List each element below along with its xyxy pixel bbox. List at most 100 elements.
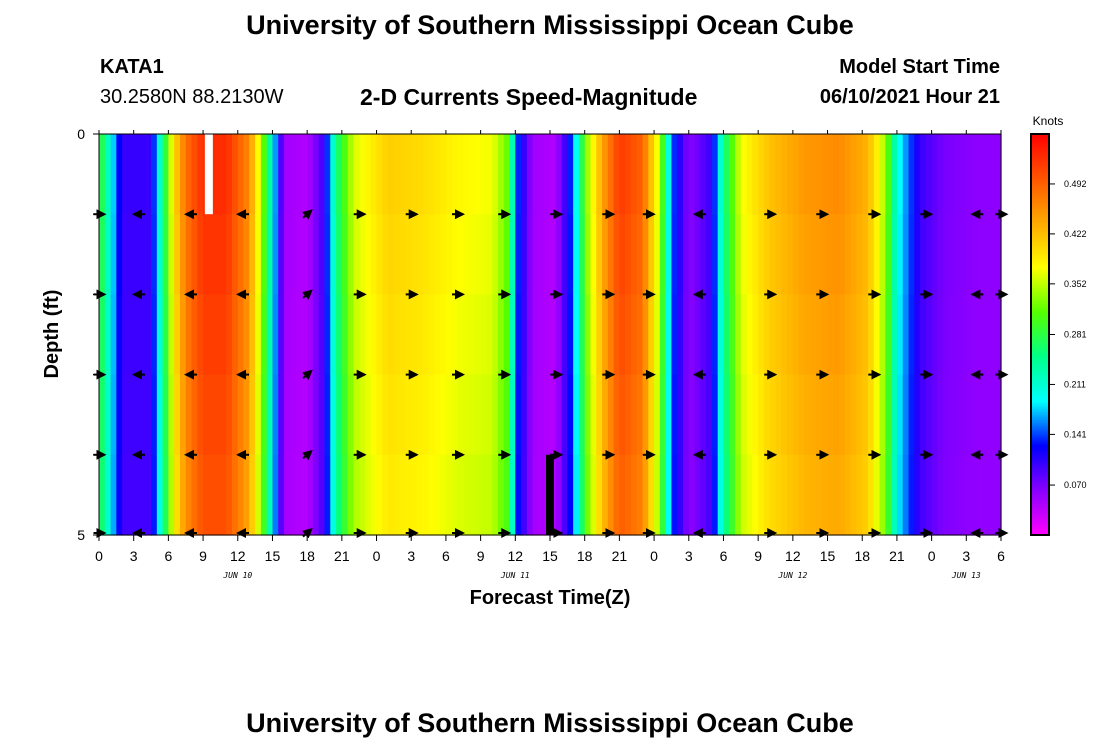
heatmap-cell [353, 294, 360, 376]
heatmap-cell [451, 454, 459, 536]
heatmap-cell [249, 374, 256, 456]
heatmap-cell [116, 214, 123, 295]
heatmap-cell [983, 134, 991, 215]
heatmap-cell [145, 374, 152, 456]
heatmap-cell [197, 214, 204, 295]
heatmap-cell [792, 214, 800, 295]
current-arrow [301, 289, 313, 300]
heatmap-cell [312, 214, 320, 295]
heatmap-cell [815, 374, 823, 456]
heatmap-cell [405, 374, 412, 456]
heatmap-cell [174, 294, 181, 376]
heatmap-cell [197, 134, 204, 215]
heatmap-cell [243, 374, 250, 456]
heatmap-cell [330, 454, 337, 536]
heatmap-cell [393, 374, 401, 456]
heatmap-cell [908, 214, 915, 295]
heatmap-cell [596, 374, 603, 456]
heatmap-cell [445, 214, 453, 295]
heatmap-cell [231, 214, 239, 295]
heatmap-cell [451, 294, 459, 376]
heatmap-cell [515, 374, 522, 456]
heatmap-cell [110, 214, 117, 295]
heatmap-cell [665, 294, 673, 376]
heatmap-cell [648, 134, 655, 215]
heatmap-cell [515, 134, 522, 215]
heatmap-cell [330, 374, 337, 456]
heatmap-cell [526, 214, 534, 295]
heatmap-cell [364, 294, 372, 376]
heatmap-cell [191, 374, 198, 456]
heatmap-cell [445, 374, 453, 456]
heatmap-cell [787, 374, 794, 456]
heatmap-cell [272, 294, 279, 376]
heatmap-cell [775, 374, 782, 456]
heatmap-cell [156, 374, 164, 456]
heatmap-cell [411, 134, 418, 215]
heatmap-cell [584, 214, 592, 295]
heatmap-cell [879, 454, 886, 536]
heatmap-cell [272, 134, 279, 215]
heatmap-cell [243, 294, 250, 376]
heatmap-cell [746, 134, 753, 215]
heatmap-cell [463, 454, 470, 536]
heatmap-cell [347, 454, 355, 536]
heatmap-cell [902, 134, 910, 215]
heatmap-cell [469, 134, 476, 215]
heatmap-cell [590, 374, 597, 456]
heatmap-cell [330, 134, 337, 215]
x-tick-label: 6 [164, 548, 172, 564]
heatmap-cell [671, 134, 678, 215]
heatmap-cell [908, 134, 915, 215]
heatmap-cell [185, 454, 193, 536]
heatmap-cell [902, 374, 910, 456]
heatmap-cell [925, 134, 933, 215]
heatmap-cell [833, 294, 840, 376]
heatmap-cell [868, 134, 875, 215]
heatmap-cell [509, 134, 516, 215]
heatmap-cell [607, 454, 615, 536]
heatmap-cell [364, 454, 372, 536]
heatmap-cell [873, 214, 881, 295]
heatmap-cell [972, 214, 979, 295]
heatmap-cell [607, 294, 615, 376]
heatmap-cell [255, 294, 262, 376]
heatmap-cell [810, 374, 817, 456]
heatmap-cell [486, 454, 493, 536]
heatmap-cell [925, 374, 933, 456]
heatmap-cell [151, 134, 158, 215]
heatmap-cell [856, 294, 863, 376]
heatmap-cell [648, 374, 655, 456]
heatmap-cell [203, 454, 210, 536]
heatmap-cell [341, 294, 349, 376]
heatmap-cell [735, 134, 742, 215]
heatmap-cell [752, 134, 759, 215]
heatmap-cell [220, 374, 227, 456]
heatmap-cell [214, 294, 222, 376]
heatmap-cell [393, 214, 401, 295]
heatmap-cell [156, 294, 164, 376]
heatmap-cell [567, 214, 574, 295]
heatmap-cell [278, 214, 285, 295]
heatmap-cell [127, 294, 135, 376]
heatmap-cell [434, 214, 441, 295]
heatmap-cell [671, 294, 678, 376]
heatmap-cell [972, 134, 979, 215]
heatmap-cell [480, 214, 487, 295]
heatmap-cell [723, 454, 730, 536]
heatmap-cell [550, 214, 557, 295]
heatmap-cell [168, 214, 175, 295]
heatmap-cell [318, 134, 326, 215]
heatmap-cell [538, 294, 545, 376]
heatmap-cell [226, 214, 233, 295]
heatmap-cell [787, 134, 794, 215]
heatmap-cell [613, 294, 620, 376]
model-start-value: 06/10/2021 Hour 21 [819, 86, 1000, 108]
heatmap-cell [746, 214, 753, 295]
heatmap-cell [821, 214, 829, 295]
heatmap-cell [318, 374, 326, 456]
heatmap-cell [393, 454, 401, 536]
heatmap-cell [654, 294, 661, 376]
heatmap-cell [388, 214, 395, 295]
heatmap-cell [434, 134, 441, 215]
